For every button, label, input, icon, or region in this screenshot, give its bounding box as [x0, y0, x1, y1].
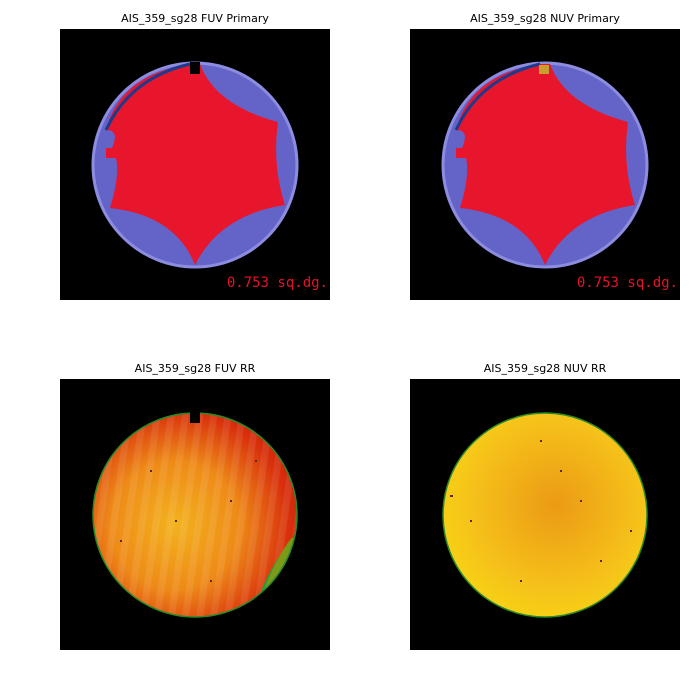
notch [190, 411, 200, 423]
marker [539, 65, 549, 74]
panel-title: AIS_359_sg28 FUV RR [135, 362, 256, 375]
area-label: 0.753 sq.dg. [227, 275, 328, 291]
rr-map [442, 412, 648, 618]
coverage-region [106, 64, 285, 265]
edge [104, 62, 191, 131]
edge [454, 62, 541, 131]
panel-title: AIS_359_sg28 NUV RR [484, 362, 607, 375]
area-label: 0.753 sq.dg. [577, 275, 678, 291]
panel-title: AIS_359_sg28 FUV Primary [121, 12, 269, 25]
coverage-region [456, 64, 635, 265]
notch [190, 62, 200, 74]
sources [120, 440, 632, 582]
panel-title: AIS_359_sg28 NUV Primary [470, 12, 620, 25]
